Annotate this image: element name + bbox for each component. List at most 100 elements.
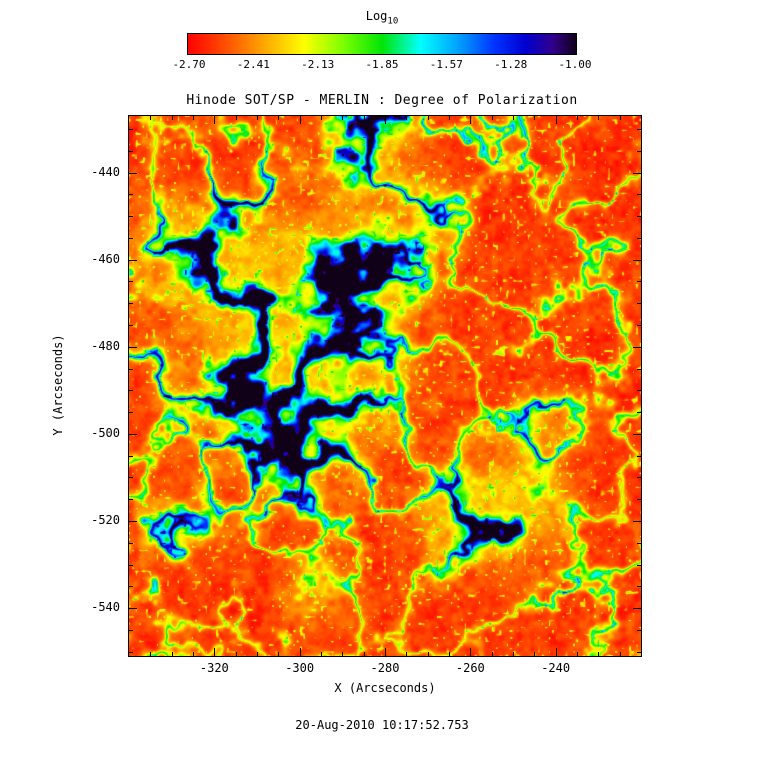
y-tick-label: -540 [91, 600, 120, 615]
axis-tick [129, 216, 133, 217]
axis-tick [321, 116, 322, 120]
axis-tick [129, 412, 133, 413]
axis-tick [172, 652, 173, 656]
axis-tick [637, 281, 641, 282]
axis-tick [193, 652, 194, 656]
axis-tick [300, 116, 301, 124]
axis-tick [598, 116, 599, 120]
axis-tick [577, 116, 578, 120]
axis-tick [129, 477, 133, 478]
axis-tick [470, 648, 471, 656]
heatmap-frame [128, 115, 642, 657]
x-tick-label: -320 [199, 661, 229, 675]
axis-tick [150, 652, 151, 656]
axis-tick [193, 116, 194, 120]
colorbar-tick-label: -1.28 [494, 58, 528, 71]
colorbar-tick-label: -2.70 [172, 58, 206, 71]
axis-tick [129, 303, 133, 304]
axis-tick [321, 652, 322, 656]
axis-tick [637, 499, 641, 500]
axis-tick [492, 652, 493, 656]
axis-tick [637, 412, 641, 413]
axis-tick [364, 652, 365, 656]
colorbar-tick-label: -2.41 [236, 58, 270, 71]
axis-tick [172, 116, 173, 120]
axis-tick [129, 630, 133, 631]
x-tick-label: -240 [541, 661, 571, 675]
axis-tick [257, 116, 258, 120]
y-tick-label: -440 [91, 164, 120, 179]
axis-tick [534, 652, 535, 656]
axis-tick [492, 116, 493, 120]
axis-tick [342, 116, 343, 120]
axis-tick [385, 116, 386, 124]
axis-tick [278, 652, 279, 656]
colorbar-tick-label: -1.57 [429, 58, 463, 71]
axis-tick [633, 260, 641, 261]
axis-tick [556, 648, 557, 656]
axis-tick [637, 129, 641, 130]
axis-tick [637, 543, 641, 544]
axis-tick [342, 652, 343, 656]
axis-tick [214, 116, 215, 124]
axis-tick [637, 369, 641, 370]
y-tick-label: -500 [91, 425, 120, 440]
axis-tick [129, 434, 137, 435]
axis-tick [129, 369, 133, 370]
axis-tick [129, 565, 133, 566]
axis-tick [637, 565, 641, 566]
axis-tick [556, 116, 557, 124]
axis-tick [513, 652, 514, 656]
axis-tick [637, 477, 641, 478]
axis-tick [129, 194, 133, 195]
axis-tick [129, 521, 137, 522]
axis-tick [637, 303, 641, 304]
axis-tick [129, 347, 137, 348]
axis-tick [129, 543, 133, 544]
axis-tick [428, 116, 429, 120]
axis-tick [513, 116, 514, 120]
heatmap-image [129, 116, 641, 656]
axis-tick [406, 652, 407, 656]
axis-tick [129, 325, 133, 326]
axis-tick [637, 630, 641, 631]
axis-tick [637, 652, 641, 653]
axis-tick [129, 260, 137, 261]
axis-tick [428, 652, 429, 656]
colorbar-tick-label: -2.13 [301, 58, 335, 71]
axis-tick [534, 116, 535, 120]
axis-tick [577, 652, 578, 656]
axis-tick [214, 648, 215, 656]
axis-tick [300, 648, 301, 656]
axis-tick [633, 173, 641, 174]
axis-tick [129, 151, 133, 152]
axis-tick [129, 499, 133, 500]
colorbar-tick-label: -1.00 [558, 58, 592, 71]
y-tick-label: -460 [91, 251, 120, 266]
axis-tick [620, 116, 621, 120]
axis-tick [470, 116, 471, 124]
axis-tick [633, 347, 641, 348]
axis-tick [633, 521, 641, 522]
axis-tick [129, 238, 133, 239]
axis-tick [129, 586, 133, 587]
axis-tick [637, 151, 641, 152]
axis-tick [449, 116, 450, 120]
axis-tick [236, 652, 237, 656]
axis-tick [129, 390, 133, 391]
axis-tick [364, 116, 365, 120]
axis-tick [129, 173, 137, 174]
log-label: Log [365, 9, 388, 23]
axis-tick [637, 216, 641, 217]
colorbar-tick-row: -2.70 -2.41 -2.13 -1.85 -1.57 -1.28 -1.00 [172, 58, 591, 73]
x-tick-label: -300 [285, 661, 315, 675]
axis-tick [129, 652, 133, 653]
x-axis-label: X (Arcseconds) [334, 681, 436, 695]
axis-tick [385, 648, 386, 656]
plot-title: Hinode SOT/SP - MERLIN : Degree of Polar… [186, 93, 578, 108]
x-tick-label: -260 [455, 661, 485, 675]
x-tick-label: -280 [370, 661, 400, 675]
axis-tick [598, 652, 599, 656]
axis-tick [257, 652, 258, 656]
